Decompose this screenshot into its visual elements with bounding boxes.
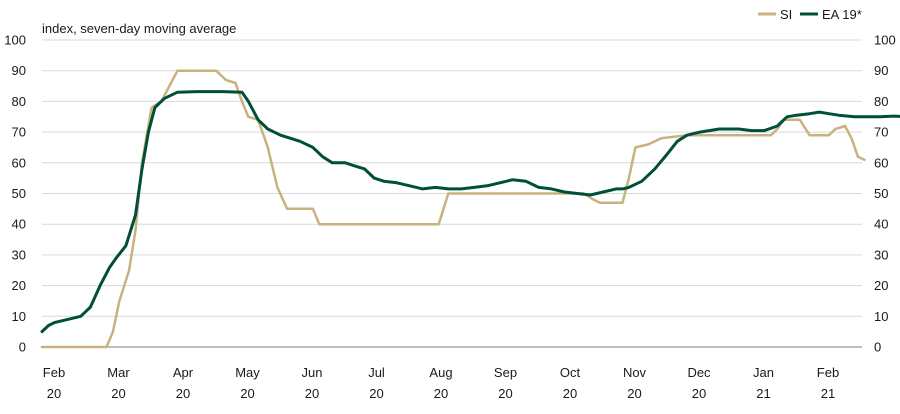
y-tick-label-left: 100 <box>4 33 26 48</box>
y-tick-label-left: 30 <box>12 247 26 262</box>
grid <box>42 39 862 317</box>
x-tick-label-year: 20 <box>498 386 512 401</box>
y-tick-label-left: 20 <box>12 278 26 293</box>
y-tick-label-left: 90 <box>12 63 26 78</box>
x-tick-label-month: Oct <box>560 365 581 380</box>
y-tick-label-right: 20 <box>874 278 888 293</box>
x-tick-label-month: Sep <box>494 365 517 380</box>
x-tick-label-month: Feb <box>43 365 65 380</box>
series-line-si <box>40 69 866 349</box>
y-tick-label-left: 0 <box>19 340 26 355</box>
x-tick-label-year: 21 <box>821 386 835 401</box>
x-tick-label-year: 20 <box>240 386 254 401</box>
y-tick-label-right: 10 <box>874 309 888 324</box>
axes: 0 0 10 10 20 20 30 30 40 40 50 50 60 60 70 70 80 80 90 90 10… <box>4 33 895 402</box>
y-tick-label-right: 90 <box>874 63 888 78</box>
x-tick-label-month: Nov <box>623 365 647 380</box>
x-tick-label-month: Mar <box>107 365 130 380</box>
x-tick-label-month: Jun <box>302 365 323 380</box>
x-tick-label-month: May <box>235 365 260 380</box>
x-tick-label-year: 20 <box>369 386 383 401</box>
y-tick-label-left: 60 <box>12 155 26 170</box>
x-tick-label-month: Dec <box>687 365 711 380</box>
y-axis-label: index, seven-day moving average <box>42 21 236 36</box>
y-tick-label-left: 70 <box>12 125 26 140</box>
y-tick-label-right: 0 <box>874 340 881 355</box>
y-tick-label-left: 50 <box>12 186 26 201</box>
x-tick-label-year: 20 <box>563 386 577 401</box>
x-tick-label-year: 21 <box>756 386 770 401</box>
y-tick-label-right: 80 <box>874 94 888 109</box>
x-tick-label-month: Jul <box>368 365 385 380</box>
x-tick-label-year: 20 <box>111 386 125 401</box>
y-tick-label-right: 100 <box>874 33 896 48</box>
x-tick-label-year: 20 <box>47 386 61 401</box>
x-tick-label-year: 20 <box>692 386 706 401</box>
y-tick-label-right: 40 <box>874 217 888 232</box>
series-line-ea-19 <box>40 90 900 334</box>
x-tick-label-year: 20 <box>305 386 319 401</box>
x-tick-label-month: Feb <box>817 365 839 380</box>
x-tick-label-year: 20 <box>627 386 641 401</box>
x-tick-label-month: Aug <box>429 365 452 380</box>
y-tick-label-left: 10 <box>12 309 26 324</box>
y-tick-label-left: 80 <box>12 94 26 109</box>
y-tick-label-right: 30 <box>874 247 888 262</box>
y-tick-label-left: 40 <box>12 217 26 232</box>
legend-label: EA 19* <box>822 7 862 22</box>
y-tick-label-right: 50 <box>874 186 888 201</box>
y-tick-label-right: 60 <box>874 155 888 170</box>
x-tick-label-year: 20 <box>176 386 190 401</box>
x-tick-label-month: Apr <box>173 365 194 380</box>
series-lines <box>40 69 900 349</box>
x-tick-label-month: Jan <box>753 365 774 380</box>
y-tick-label-right: 70 <box>874 125 888 140</box>
x-tick-label-year: 20 <box>434 386 448 401</box>
legend-label: SI <box>780 7 792 22</box>
legend: SI EA 19* <box>758 7 862 22</box>
